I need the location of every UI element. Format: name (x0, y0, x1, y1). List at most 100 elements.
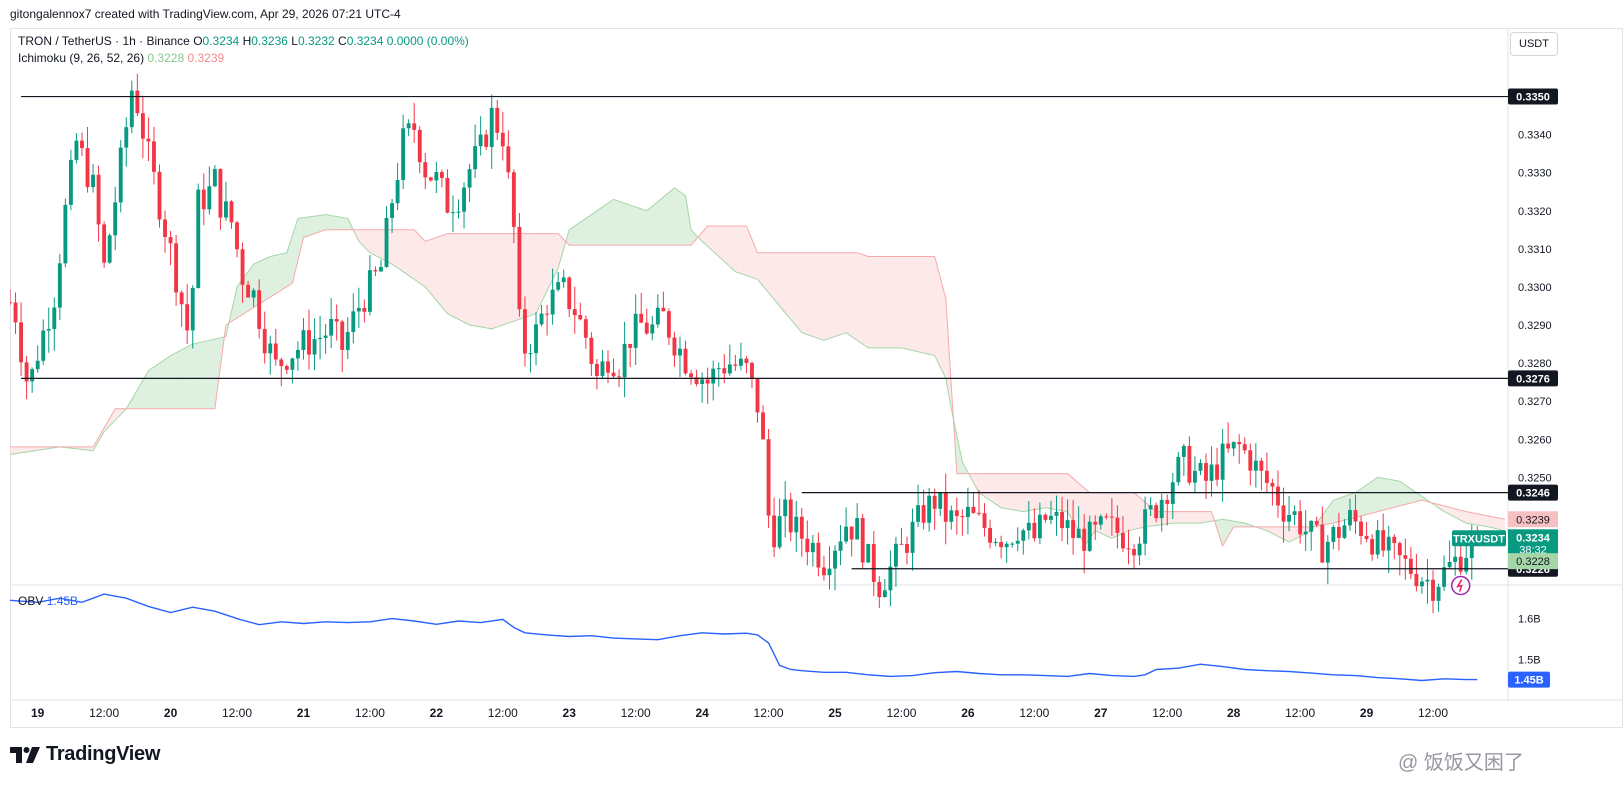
cloud-segment (173, 352, 177, 409)
close-value: 0.3234 (346, 34, 384, 48)
candle-body (744, 358, 749, 363)
candle-body (268, 343, 273, 354)
candle (1458, 542, 1463, 575)
candle-body (152, 141, 156, 172)
cloud-segment (583, 218, 586, 246)
cloud-segment (898, 256, 902, 348)
chart-canvas[interactable]: 0.33500.32760.32460.32260.33400.33300.33… (10, 28, 1623, 728)
tradingview-logo[interactable]: TradingView (10, 743, 160, 766)
cloud-segment (846, 252, 849, 335)
symbol-title[interactable]: TRON / TetherUS · 1h · Binance (18, 34, 190, 48)
cloud-segment (785, 252, 788, 316)
cloud-segment (325, 214, 329, 230)
candle-body (323, 335, 328, 338)
cloud-segment (901, 256, 905, 349)
candle-body (295, 349, 300, 359)
cloud-segment (347, 218, 351, 230)
y-tick-label: 0.3270 (1518, 396, 1552, 408)
candle (1364, 521, 1369, 543)
candle (229, 200, 234, 229)
candle (1098, 514, 1103, 530)
candle (1331, 524, 1336, 550)
candle-body (750, 362, 754, 380)
cloud-segment (1006, 473, 1010, 510)
cloud-segment (677, 189, 680, 246)
candle-body (893, 543, 898, 567)
ichimoku-span-b-value: 0.3239 (187, 51, 225, 65)
cloud-segment (909, 256, 913, 351)
candle-body (500, 132, 505, 147)
cloud-segment (392, 229, 395, 267)
cloud-segment (32, 446, 35, 452)
cloud-segment (743, 226, 747, 276)
cloud-segment (610, 199, 614, 246)
candle-body (1049, 515, 1053, 520)
candle (799, 508, 804, 557)
level-tag-text: 0.3276 (1516, 373, 1550, 385)
candle (212, 165, 217, 188)
candle (1253, 443, 1258, 488)
cloud-segment (1012, 473, 1015, 511)
cloud-segment (787, 252, 791, 320)
candle-body (423, 162, 428, 178)
cloud-segment (464, 233, 467, 324)
candle (1342, 519, 1347, 539)
candle-body (1420, 581, 1424, 587)
candle-body (1181, 445, 1186, 457)
cloud-segment (522, 233, 525, 319)
candle-body (1198, 462, 1203, 471)
candle-body (428, 177, 433, 181)
currency-button[interactable]: USDT (1510, 32, 1558, 56)
candle (318, 315, 323, 360)
obv-label[interactable]: OBV (18, 594, 44, 608)
candle (135, 73, 140, 117)
candle (1248, 443, 1253, 486)
symbol-badge-bg (1452, 530, 1506, 547)
cloud-segment (12, 446, 16, 455)
cloud-segment (441, 234, 445, 311)
candle (1087, 515, 1092, 553)
cloud-segment (328, 215, 332, 230)
cloud-segment (635, 206, 639, 246)
candle (772, 497, 777, 558)
candle (13, 292, 18, 334)
candle (523, 296, 527, 367)
cloud-segment (1078, 483, 1082, 539)
cloud-segment (231, 299, 235, 322)
candle-body (107, 235, 112, 263)
candle (379, 259, 383, 272)
horizontal-level-price-tag: 0.3276 (1508, 370, 1558, 387)
cloud-segment (1341, 496, 1345, 521)
cloud-segment (1336, 498, 1339, 523)
candle (1370, 534, 1375, 561)
candle (240, 242, 245, 303)
cloud-segment (754, 246, 758, 280)
cloud-segment (23, 446, 27, 453)
cloud-segment (1366, 483, 1370, 515)
candle (157, 164, 162, 228)
cloud-segment (261, 259, 265, 303)
cloud-segment (1338, 497, 1342, 522)
ichimoku-label[interactable]: Ichimoku (9, 26, 52, 26) (18, 51, 145, 65)
candle-body (1348, 510, 1352, 526)
cloud-segment (1172, 511, 1176, 524)
cloud-segment (823, 252, 827, 341)
candle-body (19, 322, 24, 363)
candle (129, 80, 134, 134)
candle (932, 488, 937, 530)
candle-body (1137, 543, 1142, 556)
cloud-segment (1222, 519, 1226, 546)
x-tick-label: 12:00 (1019, 706, 1049, 720)
candle (246, 281, 251, 298)
cloud-segment (1225, 519, 1229, 542)
chart-frame[interactable]: 0.3350 0.3276 0.3246 0.3226 0.3340 0.3330 0.33… (10, 28, 1623, 728)
cloud-segment (915, 256, 919, 352)
cloud-segment (679, 191, 683, 246)
candle (816, 532, 821, 577)
cloud-segment (962, 462, 966, 474)
y-tick-label: 0.3310 (1518, 244, 1552, 256)
candle-body (412, 123, 417, 130)
cloud-segment (1397, 480, 1400, 507)
cloud-segment (486, 233, 489, 329)
cloud-segment (275, 254, 279, 294)
